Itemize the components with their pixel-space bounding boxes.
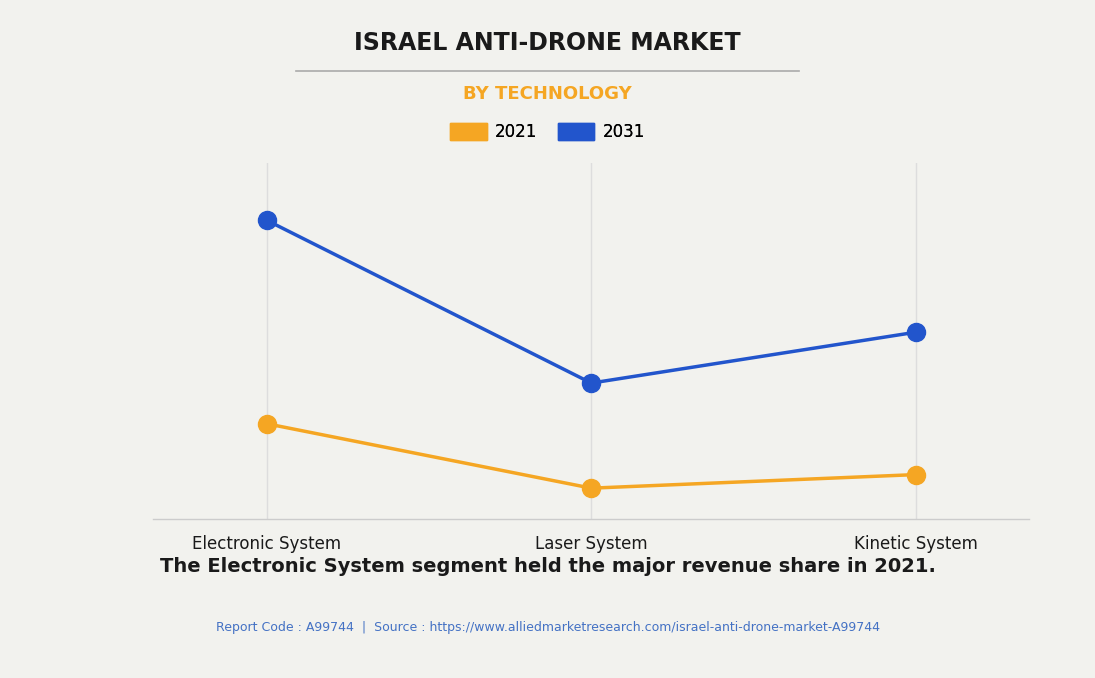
Text: The Electronic System segment held the major revenue share in 2021.: The Electronic System segment held the m… xyxy=(160,557,935,576)
Legend: 2021, 2031: 2021, 2031 xyxy=(443,117,652,148)
Text: BY TECHNOLOGY: BY TECHNOLOGY xyxy=(463,85,632,103)
Text: Report Code : A99744  |  Source : https://www.alliedmarketresearch.com/israel-an: Report Code : A99744 | Source : https://… xyxy=(216,620,879,634)
Text: ISRAEL ANTI-DRONE MARKET: ISRAEL ANTI-DRONE MARKET xyxy=(354,31,741,54)
